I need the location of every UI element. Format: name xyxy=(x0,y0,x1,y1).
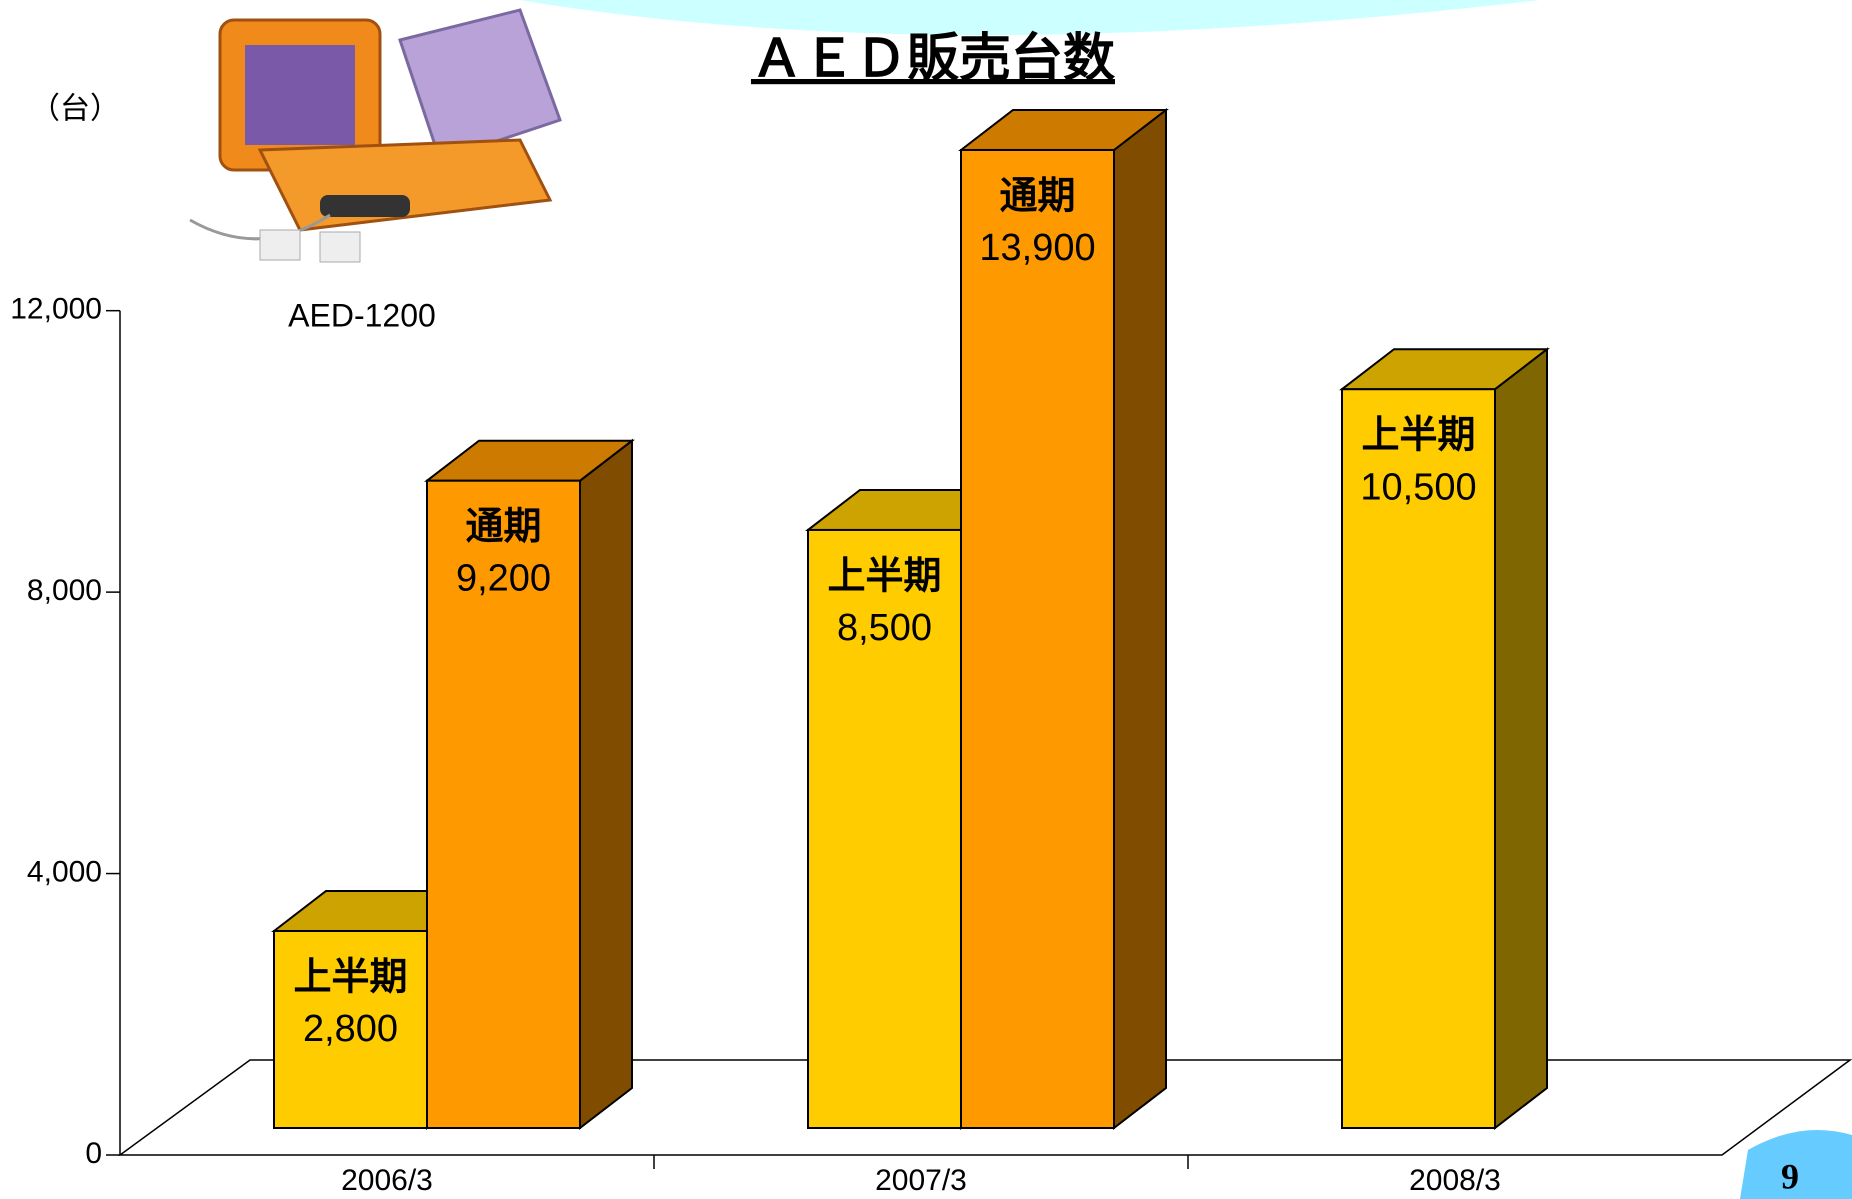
page-number: 9 xyxy=(1781,1156,1799,1196)
bar xyxy=(807,528,962,1129)
decor-blob xyxy=(520,0,1540,35)
y-tick-label: 4,000 xyxy=(27,855,102,888)
bar-side xyxy=(1494,347,1548,1131)
data-label-name: 上半期 xyxy=(293,954,407,998)
page-badge xyxy=(1740,1130,1852,1199)
data-label-name: 上半期 xyxy=(1361,413,1475,457)
bar xyxy=(1341,388,1496,1130)
data-label: 10,500 xyxy=(1360,466,1476,508)
y-tick-label: 8,000 xyxy=(27,574,102,607)
data-label: 2,800 xyxy=(303,1008,398,1050)
image-caption: AED-1200 xyxy=(288,297,436,333)
data-label: 13,900 xyxy=(979,227,1095,269)
bar xyxy=(426,479,581,1129)
x-tick-label: 2006/3 xyxy=(341,1164,433,1197)
bar xyxy=(960,148,1115,1130)
bar-side xyxy=(579,438,633,1131)
unit-label: （台） xyxy=(30,92,120,127)
x-tick-label: 2007/3 xyxy=(875,1164,967,1197)
chart-title: ＡＥＤ販売台数 xyxy=(751,29,1115,89)
x-tick-label: 2008/3 xyxy=(1409,1164,1501,1197)
product-photo xyxy=(189,8,562,263)
data-label-name: 通期 xyxy=(465,504,541,548)
bar-side xyxy=(1113,107,1167,1131)
data-label-name: 上半期 xyxy=(827,553,941,597)
data-label-name: 通期 xyxy=(999,173,1075,217)
y-tick-label: 0 xyxy=(85,1137,102,1170)
data-label: 9,200 xyxy=(456,558,551,600)
data-label: 8,500 xyxy=(837,607,932,649)
y-tick-label: 12,000 xyxy=(10,293,102,326)
